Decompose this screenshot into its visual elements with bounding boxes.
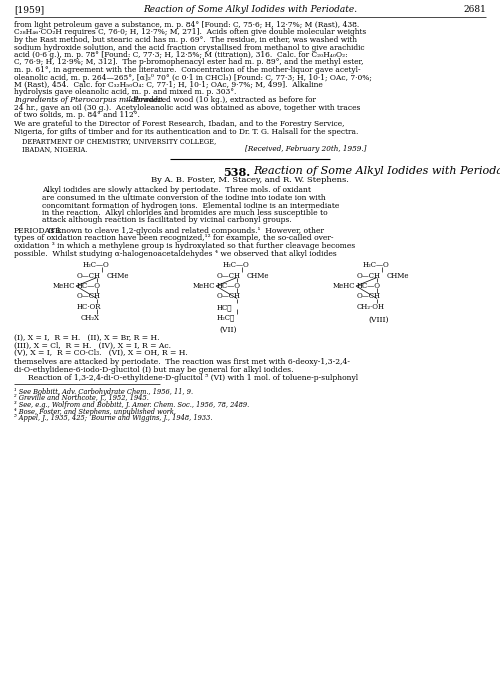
Text: by the Rast method, but stearic acid has m. p. 69°.  The residue, in ether, was : by the Rast method, but stearic acid has… [14,36,357,44]
Text: MeHC: MeHC [193,282,216,290]
Text: (VIII): (VIII) [368,316,388,323]
Text: O—CH: O—CH [77,293,101,301]
Text: H₂C—O: H₂C—O [223,261,250,269]
Text: [Received, February 20th, 1959.]: [Received, February 20th, 1959.] [245,145,366,153]
Text: O—CH: O—CH [357,293,381,301]
Text: HC—O: HC—O [217,282,241,290]
Text: Reaction of Some Alkyl Iodides with Periodate.: Reaction of Some Alkyl Iodides with Peri… [253,166,500,177]
Text: By A. B. Foster, M. Stacey, and R. W. Stephens.: By A. B. Foster, M. Stacey, and R. W. St… [151,177,349,185]
Text: from light petroleum gave a substance, m. p. 84° [Found: C, 75·6; H, 12·7%; M (R: from light petroleum gave a substance, m… [14,21,359,29]
Text: CH₂·OH: CH₂·OH [357,303,385,311]
Text: ⁵ Appel, J., 1935, 425;  Bourne and Wiggins, J., 1948, 1933.: ⁵ Appel, J., 1935, 425; Bourne and Wiggi… [14,414,212,422]
Text: Nigeria, for gifts of timber and for its authentication and to Dr. T. G. Halsall: Nigeria, for gifts of timber and for its… [14,128,358,136]
Text: 2681: 2681 [463,5,486,14]
Text: themselves are attacked by periodate.  The reaction was first met with 6-deoxy-1: themselves are attacked by periodate. Th… [14,359,350,367]
Text: HC·OR: HC·OR [77,303,102,311]
Text: HC—O: HC—O [77,282,101,290]
Text: sodium hydroxide solution, and the acid fraction crystallised from methanol to g: sodium hydroxide solution, and the acid … [14,43,364,52]
Text: CH₂X: CH₂X [81,314,100,321]
Text: Reaction of Some Alkyl Iodides with Periodate.: Reaction of Some Alkyl Iodides with Peri… [143,5,357,14]
Text: MeHC: MeHC [333,282,355,290]
Text: O—CH: O—CH [77,272,101,280]
Text: 538.: 538. [223,166,250,177]
Text: PERIODATE: PERIODATE [14,227,62,235]
Text: oleanolic acid, m. p. 264—265°, [α]₂⁰ 70° (c 0·1 in CHCl₃) [Found: C, 77·3; H, 1: oleanolic acid, m. p. 264—265°, [α]₂⁰ 70… [14,73,372,81]
Text: types of oxidation reaction have been recognized,¹² for example, the so-called o: types of oxidation reaction have been re… [14,234,334,242]
Text: C, 76·9; H, 12·9%; M, 312].  The p-bromophenacyl ester had m. p. 89°, and the me: C, 76·9; H, 12·9%; M, 312]. The p-bromop… [14,58,364,67]
Text: hydrolysis gave oleanolic acid, m. p. and mixed m. p. 303°.: hydrolysis gave oleanolic acid, m. p. an… [14,88,236,96]
Text: CHMe: CHMe [107,272,130,280]
Text: 24 hr., gave an oil (30 g.).  Acetyloleanolic acid was obtained as above, togeth: 24 hr., gave an oil (30 g.). Acetylolean… [14,103,360,111]
Text: M (Rast), 454.  Calc. for C₃₂H₅₀O₄: C, 77·1; H, 10·1; OAc, 9·7%; M, 499].  Alkal: M (Rast), 454. Calc. for C₃₂H₅₀O₄: C, 77… [14,81,323,89]
Text: ¹ See Bobbitt, Adv. Carbohydrate Chem., 1956, 11, 9.: ¹ See Bobbitt, Adv. Carbohydrate Chem., … [14,388,193,396]
Text: H₂C—O: H₂C—O [83,261,110,269]
Text: ² Greville and Northcote, J., 1952, 1945.: ² Greville and Northcote, J., 1952, 1945… [14,394,149,403]
Text: —Powdered wood (10 kg.), extracted as before for: —Powdered wood (10 kg.), extracted as be… [126,96,316,104]
Text: CHMe: CHMe [387,272,409,280]
Text: Alkyl iodides are slowly attacked by periodate.  Three mols. of oxidant: Alkyl iodides are slowly attacked by per… [42,187,311,194]
Text: oxidation ³ in which a methylene group is hydroxylated so that further cleavage : oxidation ³ in which a methylene group i… [14,242,355,250]
Text: MeHC: MeHC [53,282,76,290]
Text: of two solids, m. p. 84° and 112°.: of two solids, m. p. 84° and 112°. [14,111,140,119]
Text: O—CH: O—CH [357,272,381,280]
Text: m. p. 61°, in agreement with the literature.  Concentration of the mother-liquor: m. p. 61°, in agreement with the literat… [14,66,360,74]
Text: (I), X = I,  R = H.   (II), X = Br, R = H.: (I), X = I, R = H. (II), X = Br, R = H. [14,334,160,342]
Text: ⁴ Bose, Foster, and Stephens, unpublished work.: ⁴ Bose, Foster, and Stephens, unpublishe… [14,407,176,416]
Text: in the reaction.  Alkyl chlorides and bromides are much less susceptible to: in the reaction. Alkyl chlorides and bro… [42,209,328,217]
Text: We are grateful to the Director of Forest Research, Ibadan, and to the Forestry : We are grateful to the Director of Fores… [14,120,344,128]
Text: H₂C—O: H₂C—O [363,261,390,269]
Text: [1959]: [1959] [14,5,44,14]
Text: possible.  Whilst studying α-halogenoacetaldehydes ⁴ we observed that alkyl iodi: possible. Whilst studying α-halogenoacet… [14,249,337,257]
Text: concomitant formation of hydrogen ions.  Elemental iodine is an intermediate: concomitant formation of hydrogen ions. … [42,202,340,210]
Text: H₂C〈: H₂C〈 [217,314,236,321]
Text: IBADAN, NIGERIA.: IBADAN, NIGERIA. [22,145,88,153]
Text: Reaction of 1,3-2,4-di-O-ethylidene-D-glucitol ⁵ (VI) with 1 mol. of toluene-p-s: Reaction of 1,3-2,4-di-O-ethylidene-D-gl… [28,373,358,382]
Text: O—CH: O—CH [217,272,241,280]
Text: (III), X = Cl,  R = H.   (IV), X = I, R = Ac.: (III), X = Cl, R = H. (IV), X = I, R = A… [14,342,171,350]
Text: (VII): (VII) [219,326,237,334]
Text: C₂₈H₄₆·CO₂H requires C, 76·0; H, 12·7%; M, 271].  Acids often give double molecu: C₂₈H₄₆·CO₂H requires C, 76·0; H, 12·7%; … [14,29,366,37]
Text: (V), X = I,  R = CO·Cl₃.   (VI), X = OH, R = H.: (V), X = I, R = CO·Cl₃. (VI), X = OH, R … [14,349,188,357]
Text: di-O-ethylidene-6-iodo-D-glucitol (I) but may be general for alkyl iodides.: di-O-ethylidene-6-iodo-D-glucitol (I) bu… [14,366,293,374]
Text: ³ See, e.g., Wolfrom and Bobbitt, J. Amer. Chem. Soc., 1956, 78, 2489.: ³ See, e.g., Wolfrom and Bobbitt, J. Ame… [14,401,249,409]
Text: HC—O: HC—O [357,282,381,290]
Text: O—CH: O—CH [217,293,241,301]
Text: DEPARTMENT OF CHEMISTRY, UNIVERSITY COLLEGE,: DEPARTMENT OF CHEMISTRY, UNIVERSITY COLL… [22,138,216,145]
Text: attack although reaction is facilitated by vicinal carbonyl groups.: attack although reaction is facilitated … [42,217,292,225]
Text: CHMe: CHMe [247,272,270,280]
Text: HC〉: HC〉 [217,303,232,311]
Text: are consumed in the ultimate conversion of the iodine into iodate ion with: are consumed in the ultimate conversion … [42,194,326,202]
Text: acid (0·6 g.), m. p. 78° [Found: C, 77·3; H, 12·5%; M (titration), 316.  Calc. f: acid (0·6 g.), m. p. 78° [Found: C, 77·3… [14,51,347,59]
Text: is known to cleave 1,2-glycols and related compounds.¹  However, other: is known to cleave 1,2-glycols and relat… [46,227,324,235]
Text: Ingredients of Pterocarpus mildbraedii.: Ingredients of Pterocarpus mildbraedii. [14,96,165,104]
